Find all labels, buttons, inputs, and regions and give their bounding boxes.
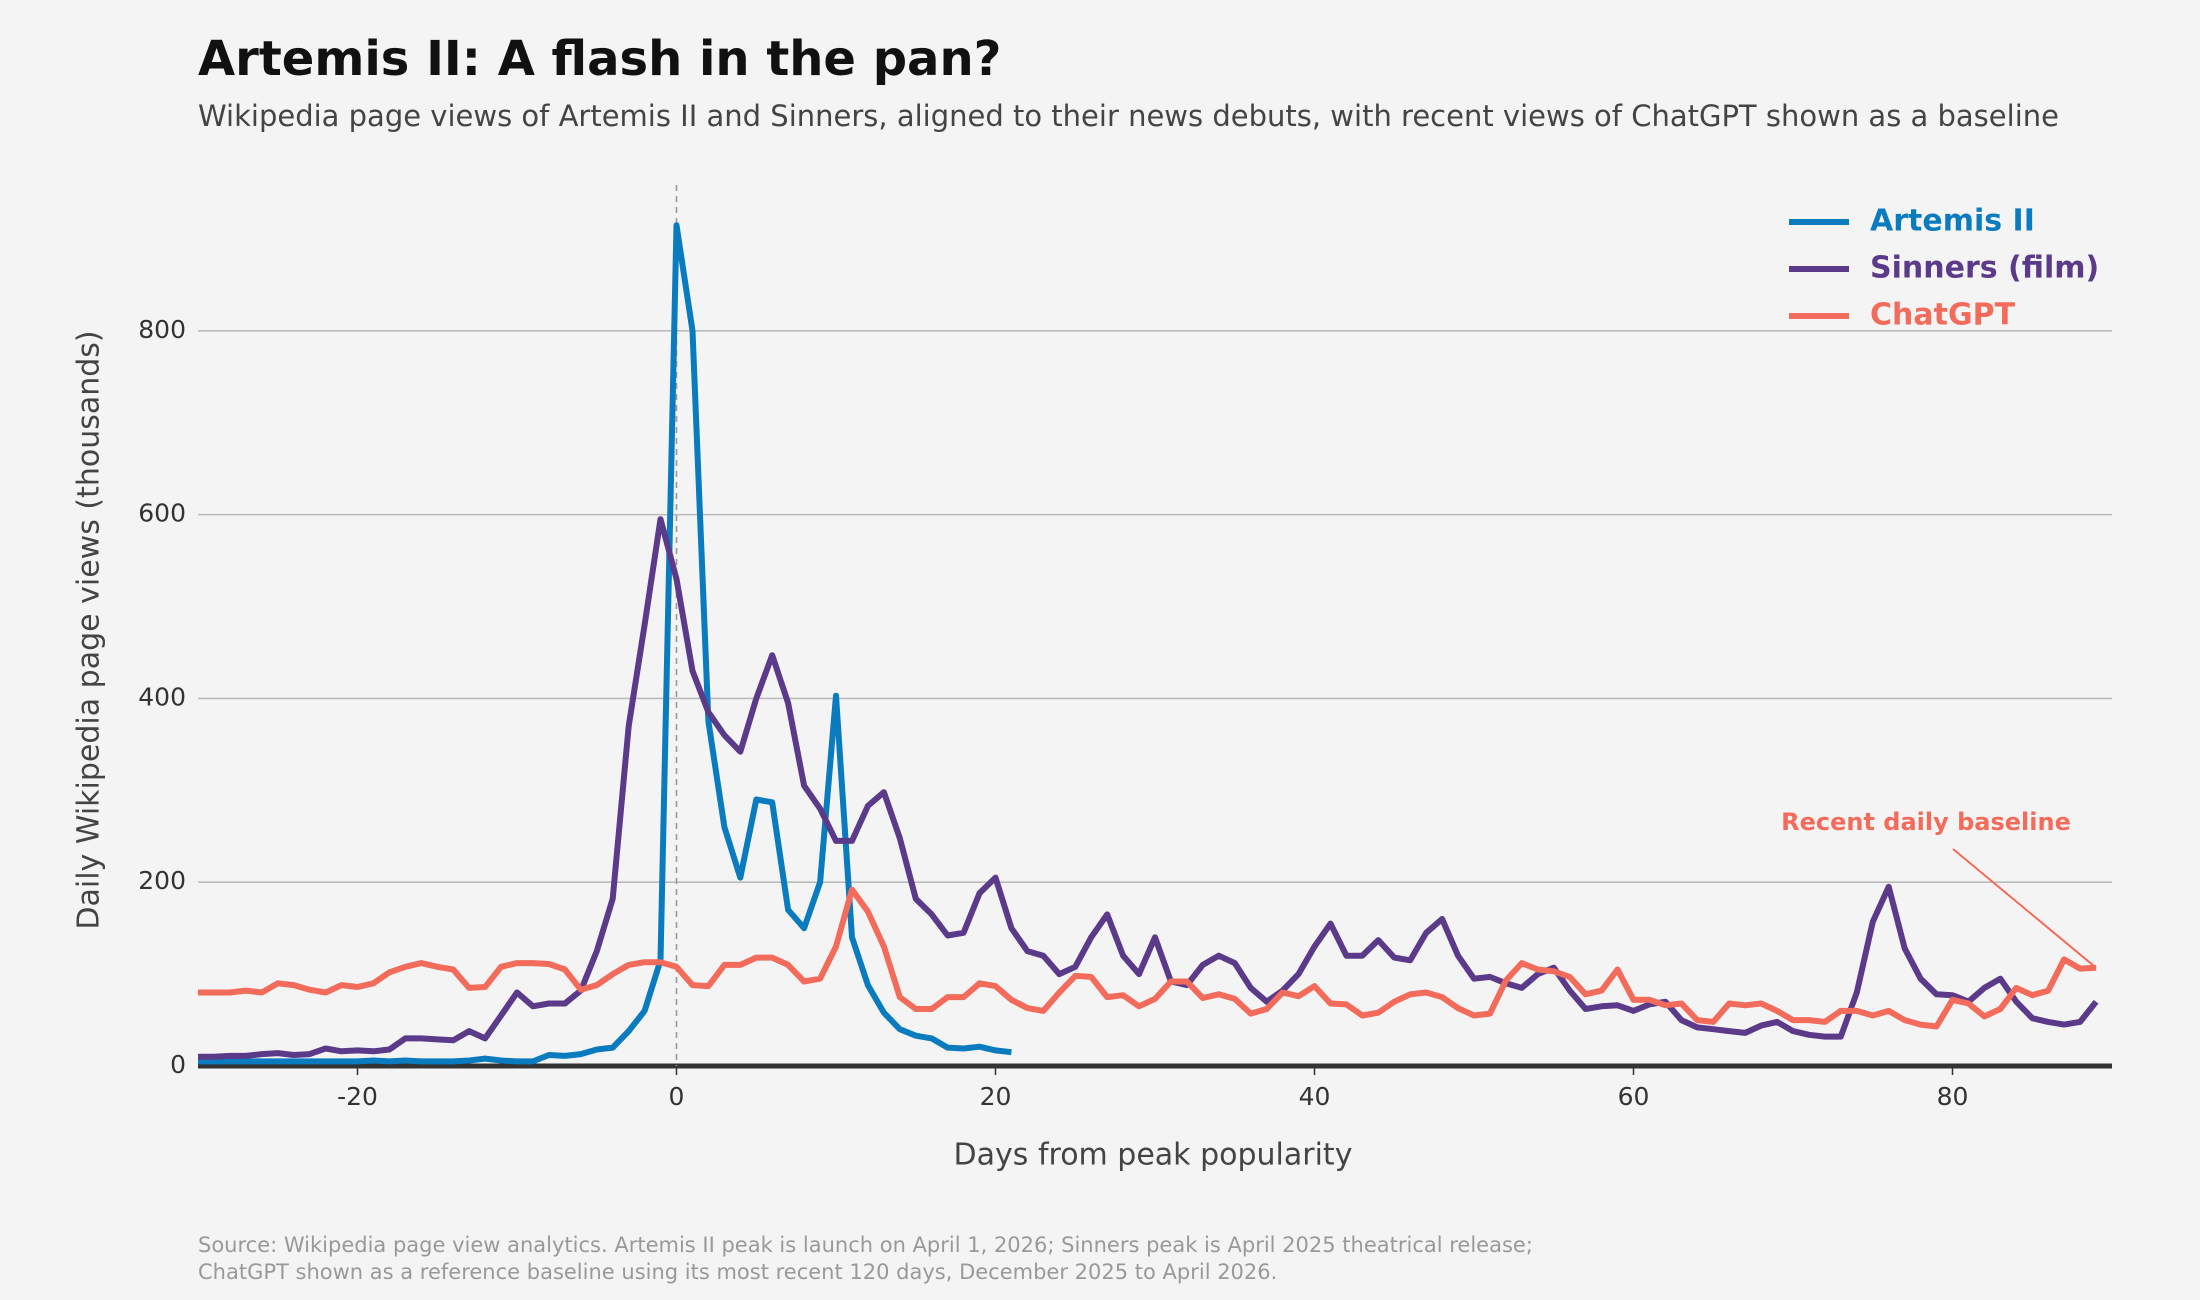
source-note: ChatGPT shown as a reference baseline us… xyxy=(198,1260,1277,1284)
chart-title: Artemis II: A flash in the pan? xyxy=(198,31,1001,87)
annotation-arrow xyxy=(1952,848,2097,969)
y-axis-label: Daily Wikipedia page views (thousands) xyxy=(72,330,107,929)
x-tick-label: 40 xyxy=(1299,1082,1331,1111)
series-line xyxy=(198,516,2099,1060)
x-tick-label: 60 xyxy=(1618,1082,1650,1111)
series-line xyxy=(198,886,2097,1030)
x-axis-label: Days from peak popularity xyxy=(954,1138,1353,1173)
x-tick-label: 80 xyxy=(1937,1082,1969,1111)
legend-label: Sinners (film) xyxy=(1870,251,2099,286)
y-tick-label: 600 xyxy=(138,499,186,528)
chart-subtitle: Wikipedia page views of Artemis II and S… xyxy=(198,99,2059,133)
x-tick-label: 20 xyxy=(980,1082,1012,1111)
x-tick-label: 0 xyxy=(669,1082,685,1111)
annotation: Recent daily baseline xyxy=(1781,808,2071,836)
legend-label: Artemis II xyxy=(1870,204,2035,239)
series-line xyxy=(198,222,1012,1065)
y-tick-label: 0 xyxy=(170,1050,186,1079)
x-tick-label: -20 xyxy=(337,1082,378,1111)
y-tick-label: 400 xyxy=(138,682,186,711)
y-tick-label: 800 xyxy=(138,315,186,344)
y-tick-label: 200 xyxy=(138,866,186,895)
source-note: Source: Wikipedia page view analytics. A… xyxy=(198,1233,1533,1257)
legend-label: ChatGPT xyxy=(1870,298,2016,333)
